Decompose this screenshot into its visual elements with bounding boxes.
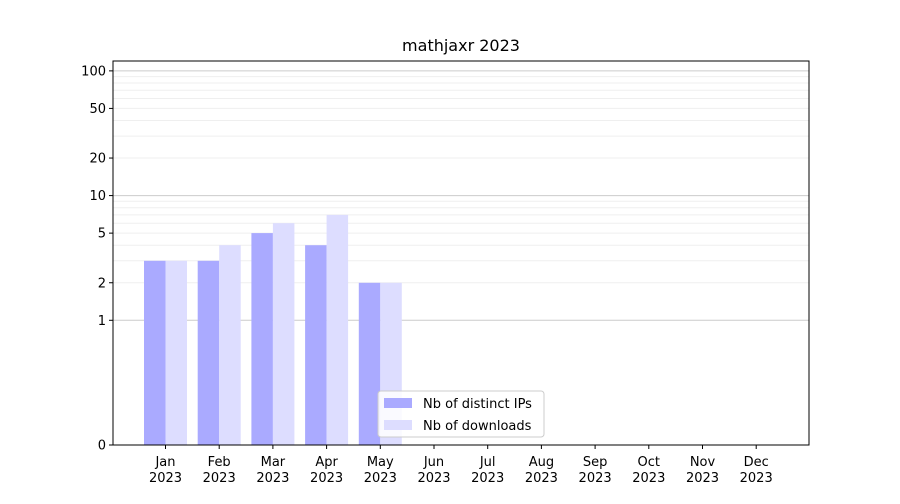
bar-distinct-ips	[358, 282, 381, 445]
y-tick-label: 2	[98, 276, 106, 291]
legend: Nb of distinct IPs Nb of downloads	[377, 390, 545, 438]
x-axis: Jan 2023 Feb 2023 Mar 2023 Apr 2023 May 2023 Jun 20…	[149, 445, 773, 486]
x-tick-label: Aug 2023	[525, 455, 558, 486]
plot-frame	[112, 60, 810, 446]
x-tick-label: Jun 2023	[417, 455, 450, 486]
x-tick-label: Nov 2023	[686, 455, 719, 486]
legend-label-distinct-ips: Nb of distinct IPs	[423, 397, 532, 412]
bar-distinct-ips	[251, 233, 273, 445]
bar-downloads	[165, 260, 187, 445]
y-tick-label: 50	[89, 102, 106, 117]
x-tick-label: Apr 2023	[310, 455, 343, 486]
legend-label-downloads: Nb of downloads	[423, 419, 532, 434]
bar-downloads	[219, 245, 241, 445]
bar-distinct-ips	[305, 245, 327, 445]
bars	[144, 214, 402, 445]
legend-swatch-distinct-ips	[384, 398, 412, 408]
y-tick-label: 10	[89, 189, 106, 204]
bar-downloads	[326, 214, 349, 445]
x-tick-label: Jul 2023	[471, 455, 504, 486]
grid-lines	[113, 70, 809, 321]
y-tick-label: 0	[98, 439, 106, 454]
bar-distinct-ips	[144, 260, 166, 445]
y-axis: 0 1 2 5 10 20 50 100	[81, 64, 113, 454]
x-tick-label: Dec 2023	[740, 455, 773, 486]
legend-box	[377, 390, 545, 438]
x-tick-label: Jan 2023	[149, 455, 182, 486]
y-tick-label: 1	[98, 314, 106, 329]
bar-downloads	[272, 223, 295, 445]
legend-swatch-downloads	[384, 420, 412, 430]
y-tick-label: 5	[98, 227, 106, 242]
chart-title: mathjaxr 2023	[402, 36, 520, 55]
y-tick-label: 100	[81, 64, 106, 79]
x-tick-label: May 2023	[364, 455, 397, 486]
bar-distinct-ips	[197, 260, 220, 445]
y-tick-label: 20	[89, 152, 106, 167]
x-tick-label: Sep 2023	[579, 455, 612, 486]
x-tick-label: Mar 2023	[256, 455, 289, 486]
x-tick-label: Oct 2023	[632, 455, 665, 486]
x-tick-label: Feb 2023	[203, 455, 236, 486]
